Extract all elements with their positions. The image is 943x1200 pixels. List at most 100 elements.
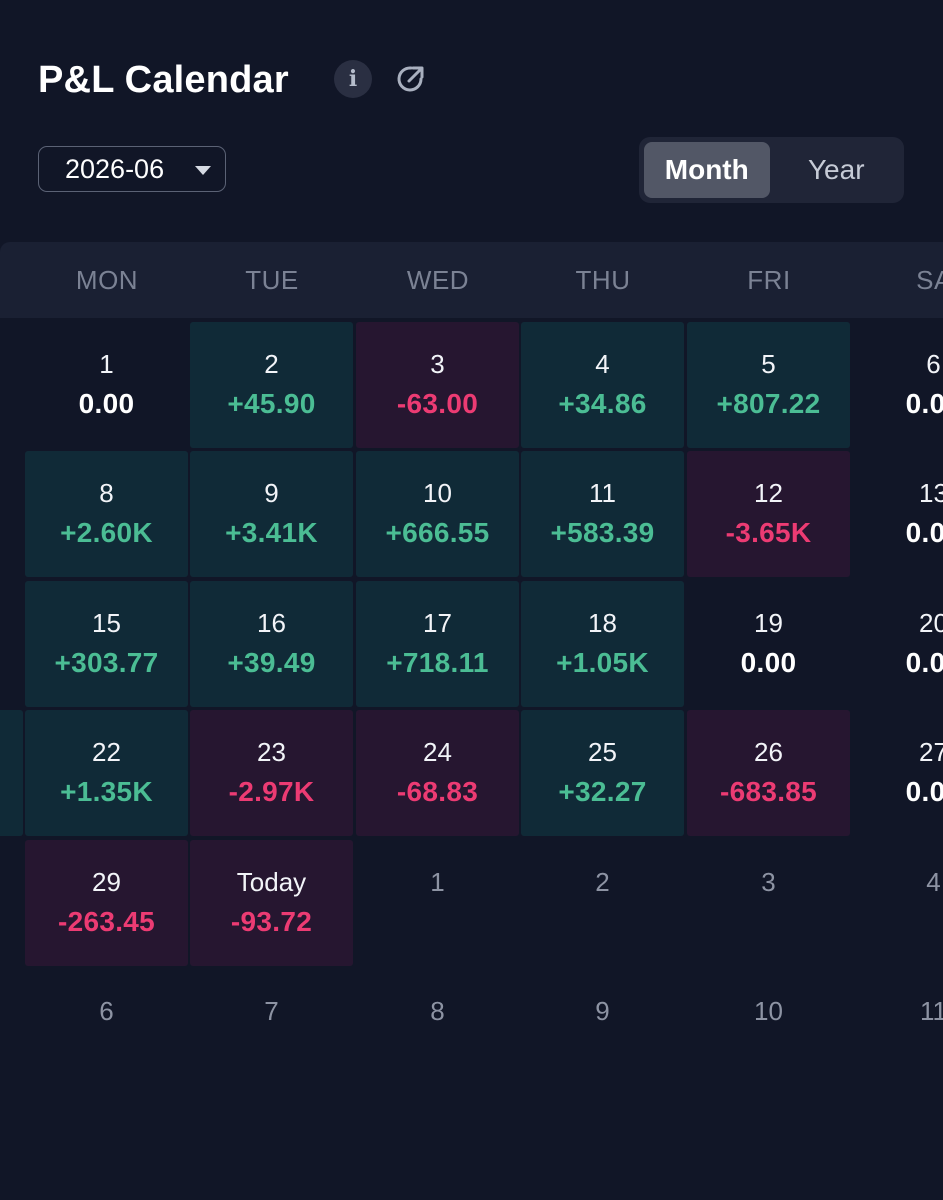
calendar-day-cell[interactable]: 16 +39.49 [190, 581, 353, 707]
month-toggle-button[interactable]: Month [644, 142, 770, 198]
calendar-day-cell[interactable]: 24 -68.83 [356, 710, 519, 836]
calendar-day-cell[interactable]: 7 [190, 969, 353, 1095]
day-number: 29 [92, 867, 121, 897]
day-number: 8 [430, 996, 445, 1026]
page-title: P&L Calendar [38, 59, 289, 101]
day-pnl-value: +2.60K [60, 517, 153, 548]
day-number: 9 [264, 478, 279, 508]
day-pnl-value: -63.00 [396, 388, 479, 419]
weekday-label: TUE [245, 264, 299, 295]
calendar-day-cell[interactable]: 4 [852, 840, 943, 966]
info-icon[interactable]: i [334, 60, 372, 98]
calendar-day-cell[interactable]: 19 0.00 [687, 581, 850, 707]
day-number: 19 [754, 608, 783, 638]
day-pnl-value: +666.55 [385, 517, 490, 548]
calendar-day-cell[interactable]: 200.00 [852, 581, 943, 707]
calendar-day-cell[interactable]: 15 +303.77 [25, 581, 188, 707]
day-number: 4 [926, 867, 941, 897]
weekday-label: WED [406, 264, 470, 295]
calendar-day-cell[interactable]: 6 [25, 969, 188, 1095]
calendar-day-cell[interactable]: 22 +1.35K [25, 710, 188, 836]
day-number: 17 [423, 608, 452, 638]
day-number: 1 [99, 349, 114, 379]
day-pnl-value: +807.22 [716, 388, 821, 419]
day-number: 4 [595, 349, 610, 379]
day-pnl-value: +34.86 [558, 388, 647, 419]
calendar-day-cell[interactable]: 1 [356, 840, 519, 966]
day-pnl-value: +1.05K [556, 647, 649, 678]
calendar-day-cell[interactable]: 4 +34.86 [521, 322, 684, 448]
calendar-day-cell[interactable]: 5 +807.22 [687, 322, 850, 448]
day-number: 24 [423, 737, 452, 767]
day-number: 20 [919, 608, 943, 638]
calendar-day-cell[interactable]: Today -93.72 [190, 840, 353, 966]
external-link-icon[interactable] [392, 60, 430, 98]
day-number: 2 [595, 867, 610, 897]
calendar-day-cell[interactable]: 9 +3.41K [190, 451, 353, 577]
calendar-day-cell[interactable]: 12 -3.65K [687, 451, 850, 577]
calendar-day-cell[interactable]: 10 +666.55 [356, 451, 519, 577]
calendar-day-cell[interactable]: 10 [687, 969, 850, 1095]
calendar-day-cell[interactable]: 130.00 [852, 451, 943, 577]
day-pnl-value: -93.72 [230, 906, 313, 937]
caret-down-icon [195, 166, 211, 175]
day-pnl-value: +39.49 [227, 647, 316, 678]
calendar-day-cell[interactable]: 11 [852, 969, 943, 1095]
day-number: 2 [264, 349, 279, 379]
day-number: 25 [588, 737, 617, 767]
day-number: 26 [754, 737, 783, 767]
day-number: 3 [430, 349, 445, 379]
day-number: 8 [99, 478, 114, 508]
day-pnl-value: -3.65K [725, 517, 812, 548]
day-number: 9 [595, 996, 610, 1026]
day-number: 10 [754, 996, 783, 1026]
day-pnl-value: -683.85 [719, 776, 818, 807]
month-select-value: 2026-06 [65, 153, 165, 184]
month-select[interactable]: 2026-06 [38, 146, 226, 192]
day-pnl-value: 0.00 [78, 388, 135, 419]
day-number: 3 [761, 867, 776, 897]
day-number: 1 [430, 867, 445, 897]
day-number: 15 [92, 608, 121, 638]
day-number: 7 [264, 996, 279, 1026]
year-toggle-button[interactable]: Year [807, 154, 865, 185]
calendar-day-cell[interactable]: 29 -263.45 [25, 840, 188, 966]
day-number: 5 [761, 349, 776, 379]
info-glyph: i [348, 66, 358, 92]
calendar-day-cell[interactable]: 8 [356, 969, 519, 1095]
day-pnl-value: -68.83 [396, 776, 479, 807]
calendar-day-cell[interactable]: 25 +32.27 [521, 710, 684, 836]
day-pnl-value: 0.00 [905, 647, 943, 678]
day-number: 11 [589, 478, 616, 508]
calendar-day-cell[interactable]: 270.00 [852, 710, 943, 836]
day-number: Today [236, 867, 307, 897]
calendar-day-cell[interactable]: 11 +583.39 [521, 451, 684, 577]
calendar-day-cell[interactable]: 8 +2.60K [25, 451, 188, 577]
calendar-day-cell[interactable]: 1 0.00 [25, 322, 188, 448]
day-pnl-value: +45.90 [227, 388, 316, 419]
day-pnl-value: +32.27 [558, 776, 647, 807]
weekday-label: SA [916, 264, 943, 295]
calendar-day-cell[interactable]: 17 +718.11 [356, 581, 519, 707]
view-toggle: Month Year [639, 137, 904, 203]
calendar-day-cell[interactable]: 9 [521, 969, 684, 1095]
calendar-day-cell[interactable]: 3 [687, 840, 850, 966]
day-number: 6 [926, 349, 941, 379]
day-pnl-value: +3.41K [225, 517, 318, 548]
calendar-day-cell[interactable]: 60.00 [852, 322, 943, 448]
day-pnl-value: -263.45 [57, 906, 156, 937]
calendar-day-cell[interactable]: 2 +45.90 [190, 322, 353, 448]
day-pnl-value: +583.39 [550, 517, 655, 548]
weekday-header: MON TUE WED THU FRI SA [0, 242, 943, 318]
day-number: 16 [257, 608, 286, 638]
day-number: 10 [423, 478, 452, 508]
calendar-day-cell[interactable]: 26 -683.85 [687, 710, 850, 836]
day-number: 18 [588, 608, 617, 638]
day-pnl-value: -2.97K [228, 776, 315, 807]
calendar-day-cell[interactable]: 23 -2.97K [190, 710, 353, 836]
calendar-day-cell[interactable]: 3 -63.00 [356, 322, 519, 448]
calendar-day-cell[interactable]: 18 +1.05K [521, 581, 684, 707]
day-number: 12 [754, 478, 783, 508]
calendar-day-cell[interactable]: 2 [521, 840, 684, 966]
weekday-label: THU [575, 264, 631, 295]
